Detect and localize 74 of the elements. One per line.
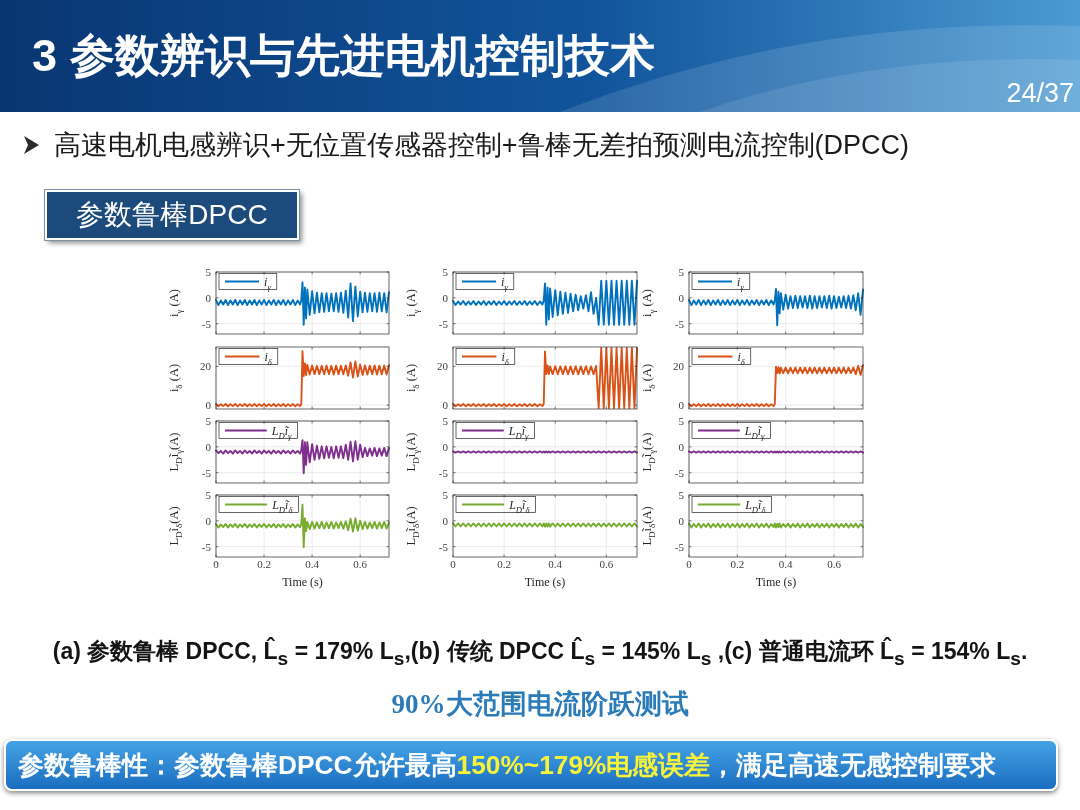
y-tick-label: 5 xyxy=(442,489,449,501)
y-tick-label: 0 xyxy=(442,399,449,412)
y-tick-label: -5 xyxy=(674,466,685,479)
y-tick-label: 5 xyxy=(442,415,449,427)
x-tick-label: 0.2 xyxy=(257,558,271,570)
x-tick-label: 0.4 xyxy=(305,558,320,570)
y-tick-label: -5 xyxy=(674,317,685,330)
y-tick-label: 0 xyxy=(678,399,685,412)
x-tick-label: 0.6 xyxy=(827,558,842,570)
legend-label: L$_{D}$ĩ$_{δ}$ xyxy=(508,497,531,515)
legend-label: L$_{D}$ĩ$_{γ}$ xyxy=(270,423,293,441)
y-tick-label: 0 xyxy=(205,291,212,304)
line-series xyxy=(452,347,638,409)
text: 参数鲁棒DPCC xyxy=(76,198,268,232)
x-tick-label: 0 xyxy=(213,558,220,570)
y-tick-label: 5 xyxy=(678,266,685,278)
y-tick-label: 0 xyxy=(678,291,685,304)
text: 高速电机电感辨识+无位置传感器控制+鲁棒无差拍预测电流控制(DPCC) xyxy=(54,130,910,160)
y-tick-label: -5 xyxy=(674,540,685,553)
y-tick-label: -5 xyxy=(201,540,212,553)
legend-label: i$_{δ}$ xyxy=(737,349,746,367)
y-tick-label: 5 xyxy=(442,266,449,278)
text: 3 参数辨识与先进电机控制技术 xyxy=(32,30,655,81)
y-tick-label: 0 xyxy=(205,514,212,527)
x-tick-label: 0 xyxy=(450,558,457,570)
y-tick-label: -5 xyxy=(438,540,449,553)
x-tick-label: 0.6 xyxy=(599,558,614,570)
x-tick-label: 0.4 xyxy=(548,558,563,570)
legend-label: L$_{D}$ĩ$_{δ}$ xyxy=(744,497,767,515)
y-tick-label: 20 xyxy=(673,360,685,373)
line-series xyxy=(215,350,390,408)
text: 24/37 xyxy=(1006,78,1074,108)
line-series xyxy=(215,439,390,475)
legend-label: L$_{D}$ĩ$_{γ}$ xyxy=(507,423,530,441)
x-axis-title: Time (s) xyxy=(755,575,797,589)
y-tick-label: 20 xyxy=(200,360,212,373)
y-tick-label: -5 xyxy=(438,317,449,330)
text: 参数鲁棒性：参数鲁棒DPCC允许最高 xyxy=(18,748,457,782)
text: 150%~179%电感误差 xyxy=(456,748,711,782)
x-tick-label: 0.2 xyxy=(497,558,511,570)
line-series xyxy=(452,279,638,326)
legend-label: i$_{δ}$ xyxy=(264,349,273,367)
x-axis-title: Time (s) xyxy=(282,575,323,589)
legend-label: L$_{D}$ĩ$_{δ}$ xyxy=(271,497,294,515)
x-tick-label: 0 xyxy=(686,558,693,570)
y-tick-label: 5 xyxy=(678,415,685,427)
y-tick-label: 5 xyxy=(678,489,685,501)
legend-label: L$_{D}$ĩ$_{γ}$ xyxy=(743,423,766,441)
y-tick-label: 0 xyxy=(442,514,449,527)
text: 90%大范围电流阶跃测试 xyxy=(391,689,689,719)
legend-label: i$_{γ}$ xyxy=(264,274,272,292)
y-tick-label: 0 xyxy=(205,399,212,412)
y-tick-label: 0 xyxy=(442,440,449,453)
y-tick-label: -5 xyxy=(201,317,212,330)
y-tick-label: 0 xyxy=(442,291,449,304)
y-tick-label: -5 xyxy=(201,466,212,479)
y-tick-label: 5 xyxy=(205,489,212,501)
x-tick-label: 0.4 xyxy=(778,558,794,570)
legend-label: i$_{γ}$ xyxy=(737,274,745,292)
x-axis-title: Time (s) xyxy=(524,575,566,589)
legend-label: i$_{γ}$ xyxy=(501,274,509,292)
y-tick-label: 5 xyxy=(205,415,212,427)
y-tick-label: 20 xyxy=(437,360,449,373)
y-tick-label: -5 xyxy=(438,466,449,479)
y-tick-label: 0 xyxy=(678,440,685,453)
text: ，满足高速无感控制要求 xyxy=(710,748,997,782)
y-tick-label: 5 xyxy=(205,266,212,278)
y-tick-label: 0 xyxy=(678,514,685,527)
legend-label: i$_{δ}$ xyxy=(501,349,510,367)
text: (a) 参数鲁棒 DPCC, L̂$_{s}$ = 179% L$_{s}$,(b) 传统 DPCC L̂$_{s}$ = 145% L$_{s}$ ,(c) 普通电流环 L̂$_{s}$ = 154% L$_{s}$. xyxy=(52,638,1028,669)
y-tick-label: 0 xyxy=(205,440,212,453)
x-tick-label: 0.2 xyxy=(730,558,745,570)
line-series xyxy=(688,364,864,408)
x-tick-label: 0.6 xyxy=(353,558,368,570)
